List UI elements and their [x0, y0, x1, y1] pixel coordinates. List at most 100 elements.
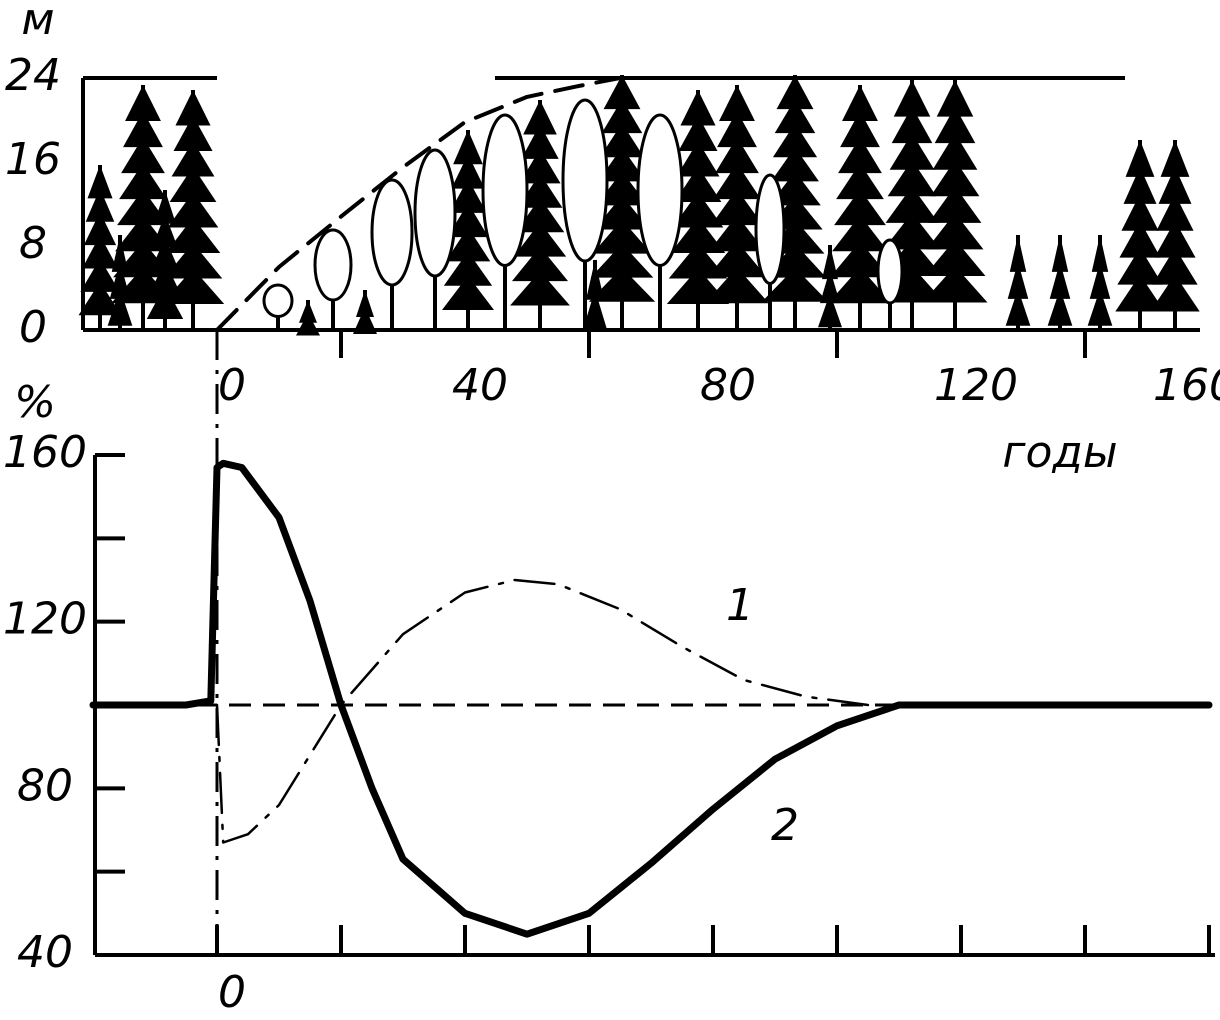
x-tick-label: 40 [452, 360, 508, 411]
conifer-tier [670, 217, 726, 253]
conifer-tier [513, 222, 567, 257]
conifer-tier [840, 111, 880, 148]
conifer-tier [830, 241, 890, 278]
conifer-tier [154, 190, 176, 224]
conifer-tier [173, 115, 213, 151]
conifer-tier [123, 111, 163, 148]
conifer-tier [836, 163, 884, 200]
conifer-tier [717, 111, 757, 148]
conifer-tier [1156, 193, 1194, 231]
conifer-tier [713, 163, 761, 200]
conifer-tier [521, 124, 559, 159]
conifer-tier [1154, 220, 1196, 258]
conifer-tier [87, 165, 113, 199]
deciduous-crown [561, 98, 609, 263]
conifer-tier [447, 202, 489, 238]
conifer-tier [125, 85, 161, 122]
conifer-tier [1091, 235, 1109, 272]
conifer-tier [672, 192, 724, 228]
conifer-tier [443, 251, 493, 286]
conifer-tier [936, 80, 974, 117]
conifer-tier [1117, 247, 1163, 285]
conifer-tier [80, 258, 120, 292]
y-tick-label: 0 [19, 302, 47, 353]
conifer-tier [822, 245, 838, 280]
conifer-tier [820, 269, 840, 304]
conifer-tier [1049, 261, 1071, 299]
line-series [215, 76, 622, 332]
conifer-tier [588, 267, 656, 302]
conifer-tier [1150, 274, 1200, 312]
deciduous-crown [370, 178, 414, 287]
series-label: 2 [771, 800, 799, 851]
conifer-tier [709, 215, 765, 252]
conifer-tier [680, 90, 716, 126]
deciduous-crown [636, 113, 684, 267]
deciduous-crown [876, 238, 904, 305]
conifer-tier [924, 239, 986, 276]
deciduous-crown [313, 228, 353, 302]
conifer-tier [596, 171, 648, 206]
conifer-tier [705, 267, 769, 304]
conifer-tier [511, 246, 569, 282]
conifer-tier [453, 130, 483, 165]
x-tick-label: 160 [1153, 360, 1220, 411]
conifer-tier [934, 106, 976, 144]
conifer-tier [707, 241, 767, 278]
conifer-tier [883, 212, 941, 250]
conifer-tier [517, 173, 563, 208]
conifer-tier [82, 235, 118, 269]
conifer-tier [523, 100, 557, 135]
conifer-tier [772, 123, 818, 158]
y-tick-label: 8 [19, 218, 47, 269]
conifer-tier [117, 189, 169, 226]
conifer-tier [828, 267, 892, 304]
conifer-tier [167, 192, 219, 228]
conifer-tier [78, 281, 122, 316]
conifer-tier [885, 186, 939, 223]
conifer-tier [590, 243, 654, 278]
conifer-tier [668, 243, 728, 279]
conifer-tier [85, 188, 115, 222]
conifer-tier [818, 293, 842, 328]
conifer-tier [1123, 166, 1157, 204]
conifer-tier [165, 217, 221, 253]
conifer-tier [926, 212, 984, 250]
conifer-tier [928, 186, 982, 223]
conifer-tier [1160, 140, 1190, 177]
conifer-tier [592, 219, 652, 254]
x-tick-label: 0 [218, 360, 246, 411]
conifer-tier [161, 268, 225, 304]
x-tick-label: 0 [218, 967, 246, 1018]
conifer-tier [515, 197, 565, 233]
conifer-tier [774, 99, 816, 134]
conifer-tier [1125, 140, 1155, 177]
conifer-tier [711, 189, 763, 226]
conifer-tier [678, 115, 718, 151]
conifer-tier [519, 148, 561, 184]
conifer-tier [761, 267, 829, 302]
conifer-tier [353, 307, 377, 334]
conifer-tier [889, 133, 935, 170]
conifer-tier [586, 260, 604, 300]
line-series [89, 459, 1213, 938]
conifer-tier [674, 166, 722, 202]
conifer-tier [715, 137, 759, 174]
conifer-tier [834, 189, 886, 226]
conifer-tier [1047, 288, 1073, 326]
conifer-tier [163, 243, 223, 279]
conifer-tier [451, 154, 485, 189]
y-axis-label: м [21, 0, 54, 45]
y-tick-label: 120 [3, 594, 87, 645]
conifer-tier [832, 215, 888, 252]
conifer-tier [598, 147, 646, 182]
conifer-tier [842, 85, 878, 122]
deciduous-crown [754, 173, 786, 285]
conifer-tier [583, 289, 607, 330]
conifer-tier [1007, 261, 1029, 299]
conifer-tier [83, 211, 117, 246]
conifer-tier [442, 275, 494, 310]
conifer-tier [719, 85, 755, 122]
conifer-tier [107, 288, 133, 326]
y-tick-label: 160 [3, 427, 87, 478]
